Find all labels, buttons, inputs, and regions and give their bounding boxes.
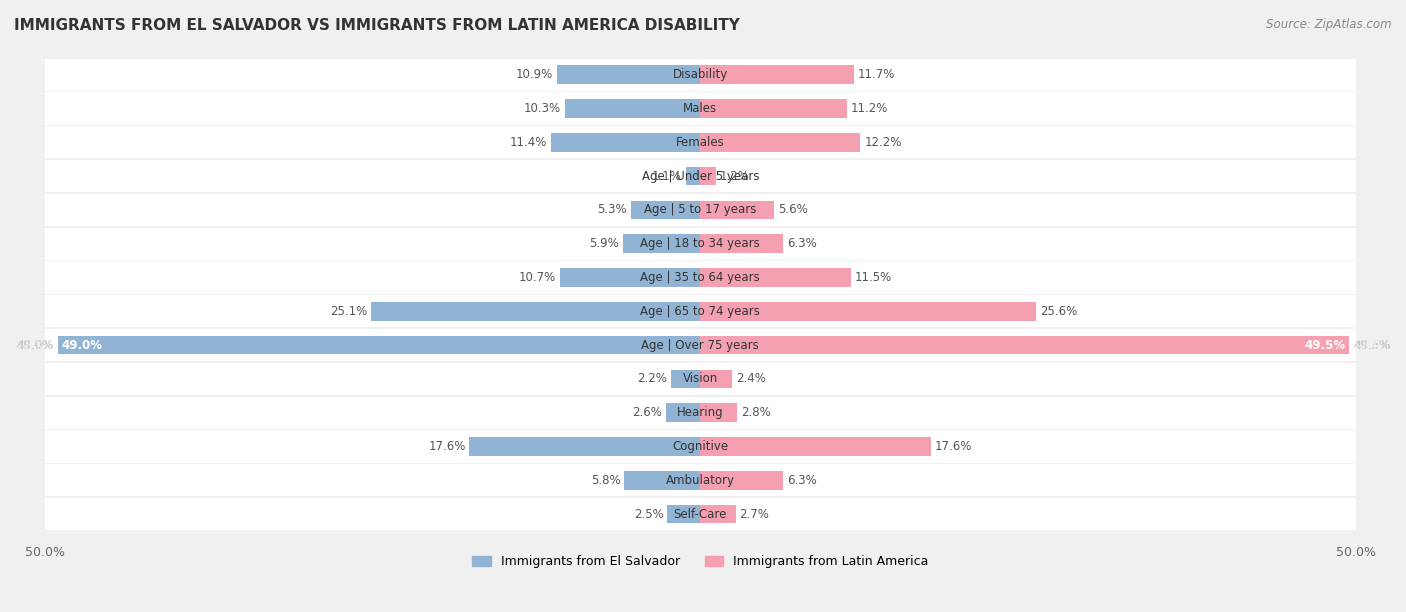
Bar: [666, 403, 700, 422]
Bar: [700, 370, 731, 388]
Text: 2.6%: 2.6%: [633, 406, 662, 419]
Bar: [45, 363, 1355, 395]
Text: 49.0%: 49.0%: [17, 338, 53, 351]
Text: 5.3%: 5.3%: [598, 203, 627, 217]
Bar: [700, 403, 737, 422]
Text: 11.2%: 11.2%: [851, 102, 889, 115]
Bar: [700, 201, 773, 219]
Bar: [700, 336, 1350, 354]
Bar: [45, 59, 1355, 91]
Text: 2.4%: 2.4%: [735, 372, 765, 386]
Text: 49.5%: 49.5%: [1305, 338, 1346, 351]
Text: Age | 18 to 34 years: Age | 18 to 34 years: [640, 237, 761, 250]
Bar: [551, 133, 700, 152]
Text: 12.2%: 12.2%: [865, 136, 901, 149]
Text: 6.3%: 6.3%: [787, 474, 817, 487]
Text: 49.0%: 49.0%: [17, 338, 53, 351]
Text: 25.1%: 25.1%: [330, 305, 367, 318]
Bar: [557, 65, 700, 84]
Text: 11.7%: 11.7%: [858, 68, 896, 81]
Bar: [631, 201, 700, 219]
Bar: [45, 160, 1355, 192]
Bar: [700, 302, 1036, 321]
Text: 49.0%: 49.0%: [62, 338, 103, 351]
Bar: [45, 329, 1355, 361]
Text: 5.8%: 5.8%: [591, 474, 620, 487]
Text: 17.6%: 17.6%: [935, 440, 973, 453]
Text: 17.6%: 17.6%: [429, 440, 465, 453]
Text: Ambulatory: Ambulatory: [666, 474, 735, 487]
Legend: Immigrants from El Salvador, Immigrants from Latin America: Immigrants from El Salvador, Immigrants …: [467, 550, 934, 573]
Bar: [45, 261, 1355, 294]
Text: 6.3%: 6.3%: [787, 237, 817, 250]
Bar: [700, 471, 783, 490]
Text: 25.6%: 25.6%: [1040, 305, 1077, 318]
Text: Age | 5 to 17 years: Age | 5 to 17 years: [644, 203, 756, 217]
Bar: [672, 370, 700, 388]
Text: 1.2%: 1.2%: [720, 170, 749, 182]
Bar: [45, 194, 1355, 226]
Bar: [560, 268, 700, 287]
Text: 49.5%: 49.5%: [1354, 338, 1391, 351]
Bar: [700, 234, 783, 253]
Text: Females: Females: [676, 136, 724, 149]
Text: 11.4%: 11.4%: [509, 136, 547, 149]
Bar: [668, 505, 700, 523]
Text: 10.9%: 10.9%: [516, 68, 554, 81]
Bar: [700, 99, 848, 118]
Bar: [45, 430, 1355, 463]
Bar: [45, 464, 1355, 496]
Text: 10.7%: 10.7%: [519, 271, 555, 284]
Bar: [45, 228, 1355, 259]
Bar: [700, 65, 853, 84]
Bar: [58, 336, 700, 354]
Bar: [700, 167, 716, 185]
Bar: [45, 498, 1355, 530]
Text: Age | 65 to 74 years: Age | 65 to 74 years: [640, 305, 761, 318]
Bar: [700, 268, 851, 287]
Bar: [45, 92, 1355, 125]
Text: 11.5%: 11.5%: [855, 271, 893, 284]
Text: Source: ZipAtlas.com: Source: ZipAtlas.com: [1267, 18, 1392, 31]
Text: Vision: Vision: [683, 372, 718, 386]
Bar: [624, 471, 700, 490]
Text: 49.5%: 49.5%: [1354, 338, 1391, 351]
Bar: [45, 126, 1355, 159]
Text: Age | 35 to 64 years: Age | 35 to 64 years: [640, 271, 761, 284]
Bar: [700, 505, 735, 523]
Text: 2.7%: 2.7%: [740, 507, 769, 521]
Text: 5.9%: 5.9%: [589, 237, 619, 250]
Bar: [470, 437, 700, 456]
Text: Self-Care: Self-Care: [673, 507, 727, 521]
Bar: [371, 302, 700, 321]
Text: Disability: Disability: [672, 68, 728, 81]
Text: 2.8%: 2.8%: [741, 406, 770, 419]
Text: 10.3%: 10.3%: [524, 102, 561, 115]
Text: Cognitive: Cognitive: [672, 440, 728, 453]
Text: IMMIGRANTS FROM EL SALVADOR VS IMMIGRANTS FROM LATIN AMERICA DISABILITY: IMMIGRANTS FROM EL SALVADOR VS IMMIGRANT…: [14, 18, 740, 34]
Bar: [45, 295, 1355, 327]
Bar: [700, 133, 860, 152]
Bar: [45, 397, 1355, 429]
Text: 1.1%: 1.1%: [652, 170, 682, 182]
Text: 2.2%: 2.2%: [637, 372, 668, 386]
Bar: [700, 437, 931, 456]
Text: Age | Over 75 years: Age | Over 75 years: [641, 338, 759, 351]
Text: 5.6%: 5.6%: [778, 203, 807, 217]
Bar: [565, 99, 700, 118]
Text: Age | Under 5 years: Age | Under 5 years: [641, 170, 759, 182]
Text: 2.5%: 2.5%: [634, 507, 664, 521]
Bar: [686, 167, 700, 185]
Text: Hearing: Hearing: [676, 406, 724, 419]
Text: Males: Males: [683, 102, 717, 115]
Bar: [623, 234, 700, 253]
